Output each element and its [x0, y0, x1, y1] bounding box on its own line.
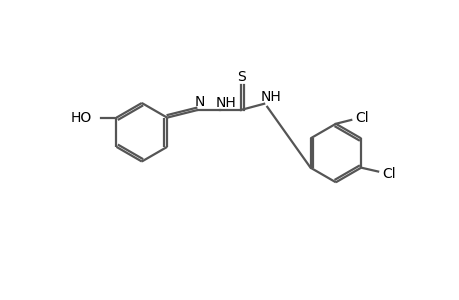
Text: Cl: Cl [381, 167, 395, 181]
Text: S: S [236, 70, 245, 84]
Text: N: N [194, 95, 204, 109]
Text: Cl: Cl [354, 111, 368, 124]
Text: HO: HO [70, 111, 92, 124]
Text: NH: NH [260, 90, 281, 104]
Text: NH: NH [215, 96, 235, 110]
